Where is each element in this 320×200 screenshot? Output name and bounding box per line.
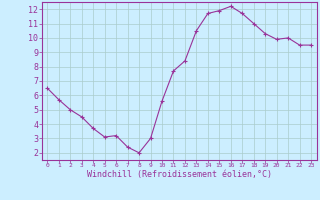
X-axis label: Windchill (Refroidissement éolien,°C): Windchill (Refroidissement éolien,°C) bbox=[87, 170, 272, 179]
